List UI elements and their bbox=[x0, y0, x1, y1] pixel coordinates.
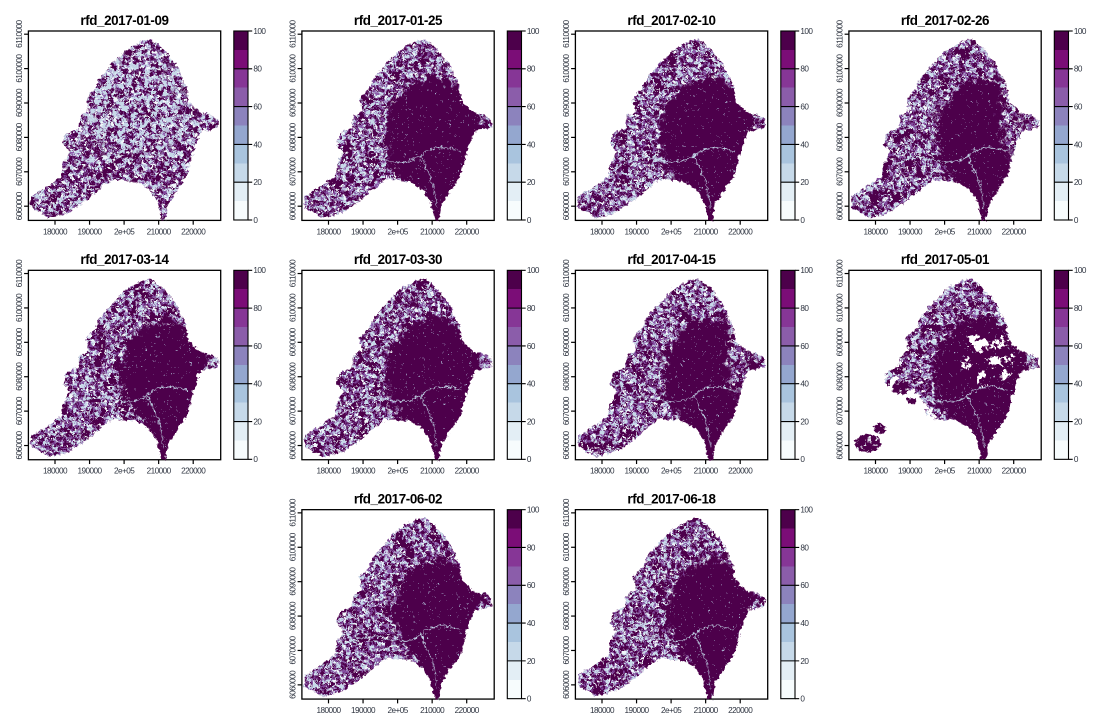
svg-text:rfd_2017-01-09: rfd_2017-01-09 bbox=[80, 13, 168, 28]
svg-text:rfd_2017-02-26: rfd_2017-02-26 bbox=[901, 13, 989, 28]
svg-text:rfd_2017-04-15: rfd_2017-04-15 bbox=[627, 252, 716, 267]
svg-text:rfd_2017-03-30: rfd_2017-03-30 bbox=[354, 252, 442, 267]
svg-text:rfd_2017-06-02: rfd_2017-06-02 bbox=[354, 492, 442, 507]
svg-text:rfd_2017-05-01: rfd_2017-05-01 bbox=[901, 252, 990, 267]
svg-text:rfd_2017-01-25: rfd_2017-01-25 bbox=[354, 13, 443, 28]
svg-text:rfd_2017-06-18: rfd_2017-06-18 bbox=[627, 492, 716, 507]
svg-text:rfd_2017-03-14: rfd_2017-03-14 bbox=[80, 252, 169, 267]
svg-text:rfd_2017-02-10: rfd_2017-02-10 bbox=[627, 13, 715, 28]
